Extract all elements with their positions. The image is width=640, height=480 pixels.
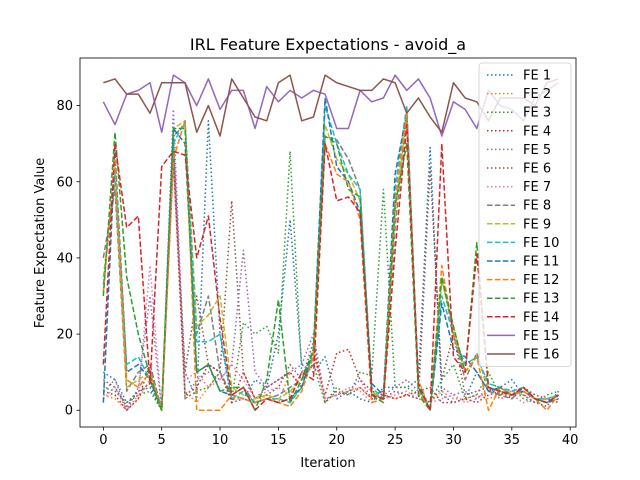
- series-line-fe-11: [102, 97, 559, 411]
- series-line-fe-7: [102, 161, 559, 411]
- x-tick-label: 25: [387, 433, 404, 448]
- x-tick-label: 0: [99, 433, 107, 448]
- legend-label-fe-8: FE 8: [523, 199, 551, 214]
- x-tick-label: 15: [270, 433, 287, 448]
- axes-frame: [79, 57, 577, 428]
- x-tick-label: 35: [504, 433, 521, 448]
- chart-title: IRL Feature Expectations - avoid_a: [190, 35, 466, 55]
- x-tick-label: 10: [212, 433, 229, 448]
- y-tick-label: 60: [56, 175, 73, 190]
- legend-label-fe-9: FE 9: [523, 217, 551, 232]
- series-line-fe-9: [102, 112, 559, 411]
- series-line-fe-10: [102, 104, 559, 411]
- legend-label-fe-3: FE 3: [523, 106, 551, 121]
- legend-box: [478, 62, 572, 368]
- x-axis-title: Iteration: [300, 456, 355, 471]
- y-tick-label: 80: [56, 99, 73, 114]
- legend-label-fe-5: FE 5: [523, 143, 551, 158]
- legend-label-fe-15: FE 15: [523, 329, 559, 344]
- legend-label-fe-14: FE 14: [523, 310, 559, 325]
- legend-label-fe-6: FE 6: [523, 162, 551, 177]
- y-tick-label: 0: [65, 404, 73, 419]
- legend-label-fe-7: FE 7: [523, 180, 551, 195]
- series-line-fe-6: [102, 154, 559, 411]
- legend: FE 1 FE 2 FE 3 FE 4 FE 5 FE 6 FE 7 FE 8 FE 9 FE 1…: [478, 62, 572, 368]
- legend-label-fe-1: FE 1: [523, 69, 551, 84]
- x-tick-label: 40: [562, 433, 579, 448]
- legend-label-fe-11: FE 11: [523, 255, 559, 270]
- legend-label-fe-16: FE 16: [523, 348, 559, 363]
- y-axis-title: Feature Expectation Value: [33, 158, 48, 328]
- series-line-fe-4: [103, 158, 559, 411]
- x-tick-label: 20: [328, 433, 345, 448]
- x-tick-label: 30: [445, 433, 462, 448]
- legend-label-fe-12: FE 12: [523, 273, 559, 288]
- legend-label-fe-10: FE 10: [523, 236, 559, 251]
- y-tick-label: 20: [56, 328, 73, 343]
- legend-label-fe-4: FE 4: [523, 124, 551, 139]
- series-line-fe-13: [102, 127, 559, 411]
- legend-label-fe-13: FE 13: [523, 292, 559, 307]
- x-tick-label: 5: [158, 433, 166, 448]
- y-tick-label: 40: [56, 251, 73, 266]
- legend-label-fe-2: FE 2: [523, 87, 551, 102]
- series-line-fe-12: [102, 112, 560, 411]
